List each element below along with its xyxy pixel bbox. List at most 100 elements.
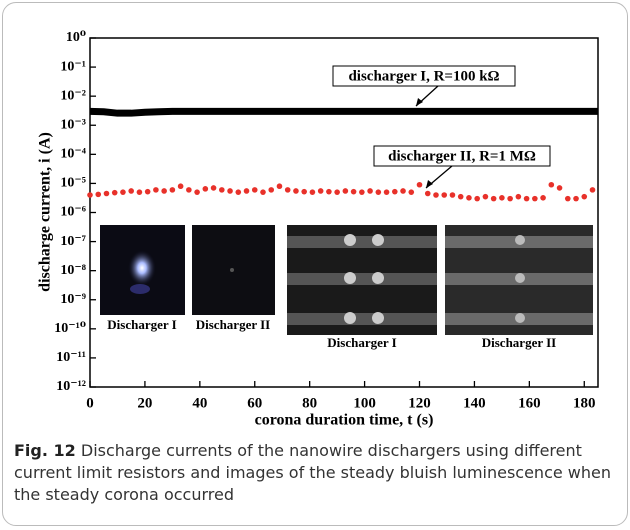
point (342, 188, 349, 194)
point (540, 195, 546, 201)
point (581, 193, 588, 200)
point (556, 185, 563, 191)
y-axis-label: discharge current, i (A) (37, 132, 54, 292)
y-tick-label: 10⁻¹⁰ (54, 321, 86, 336)
y-tick-label: 10⁻⁵ (60, 176, 86, 191)
point (227, 188, 233, 194)
point (144, 188, 151, 195)
point (111, 189, 118, 196)
point (474, 195, 480, 202)
point (532, 195, 538, 202)
point (326, 188, 332, 195)
x-tick-label: 180 (573, 395, 596, 411)
point (128, 188, 134, 194)
y-tick-label: 10⁻⁸ (60, 263, 86, 278)
point (408, 189, 415, 195)
point (268, 187, 275, 193)
point (202, 186, 209, 192)
point (424, 190, 431, 197)
point (251, 187, 258, 193)
point (317, 188, 324, 194)
point (375, 189, 382, 195)
y-tick-label: 10⁻⁷ (60, 234, 86, 249)
point (490, 195, 497, 202)
point (359, 189, 365, 195)
point (457, 193, 464, 200)
point (103, 190, 110, 197)
point (177, 183, 184, 190)
point (169, 187, 176, 193)
inset-label: Discharger II (196, 317, 271, 332)
point (383, 189, 390, 195)
point (573, 195, 579, 202)
x-tick-label: 140 (463, 395, 486, 411)
y-tick-label: 10⁻⁶ (60, 205, 86, 220)
y-tick-label: 10⁰ (66, 30, 86, 45)
x-tick-label: 0 (86, 395, 94, 411)
point (87, 192, 93, 198)
x-tick-label: 40 (192, 395, 207, 411)
y-tick-label: 10⁻³ (60, 117, 86, 132)
inset-label: Discharger I (107, 317, 176, 332)
point (515, 193, 522, 200)
point (564, 195, 571, 202)
point (548, 181, 555, 188)
point (235, 189, 242, 195)
point (276, 183, 283, 190)
point (284, 187, 291, 193)
point (400, 188, 406, 194)
x-tick-label: 60 (247, 395, 262, 411)
annotation-1: discharger I, R=100 kΩ (332, 65, 516, 107)
point (293, 188, 299, 194)
point (194, 189, 200, 195)
point (482, 193, 489, 200)
point (186, 187, 192, 193)
point (161, 188, 167, 194)
point (466, 195, 472, 201)
point (301, 188, 307, 195)
annotation-2: discharger II, R=1 MΩ (373, 145, 551, 189)
x-tick-label: 160 (518, 395, 541, 411)
inset-label: Discharger I (327, 335, 396, 350)
point (243, 188, 250, 194)
series-line (89, 107, 598, 117)
y-tick-label: 10⁻⁴ (60, 147, 86, 162)
x-tick-label: 120 (408, 395, 431, 411)
point (136, 189, 143, 195)
point (260, 189, 266, 195)
point (367, 188, 373, 194)
x-tick-label: 100 (353, 395, 376, 411)
point (433, 192, 439, 198)
annotation: discharger II, R=1 MΩ (388, 148, 536, 164)
point (210, 185, 217, 191)
point (334, 189, 340, 195)
x-tick-label: 80 (302, 395, 317, 411)
y-tick-label: 10⁻¹ (60, 59, 86, 74)
annotation: discharger I, R=100 kΩ (348, 68, 499, 84)
point (153, 187, 159, 193)
caption-label: Fig. 12 (14, 441, 76, 460)
point (219, 187, 225, 193)
caption: Fig. 12 Discharge currents of the nanowi… (14, 440, 614, 506)
y-tick-label: 10⁻² (60, 88, 86, 103)
point (499, 195, 505, 201)
y-tick-label: 10⁻⁹ (60, 292, 86, 307)
point (449, 192, 456, 198)
point (309, 189, 316, 195)
x-axis-label: corona duration time, t (s) (255, 412, 434, 429)
point (350, 188, 357, 195)
x-tick-label: 20 (137, 395, 152, 411)
inset-images (100, 225, 593, 335)
point (416, 181, 423, 188)
point (120, 189, 126, 195)
point (441, 192, 448, 198)
point (523, 195, 530, 202)
point (589, 187, 596, 193)
y-tick-label: 10⁻¹² (56, 379, 86, 394)
point (95, 191, 102, 198)
caption-text: Discharge currents of the nanowire disch… (14, 441, 612, 504)
point (507, 195, 513, 202)
y-tick-label: 10⁻¹¹ (56, 350, 86, 365)
